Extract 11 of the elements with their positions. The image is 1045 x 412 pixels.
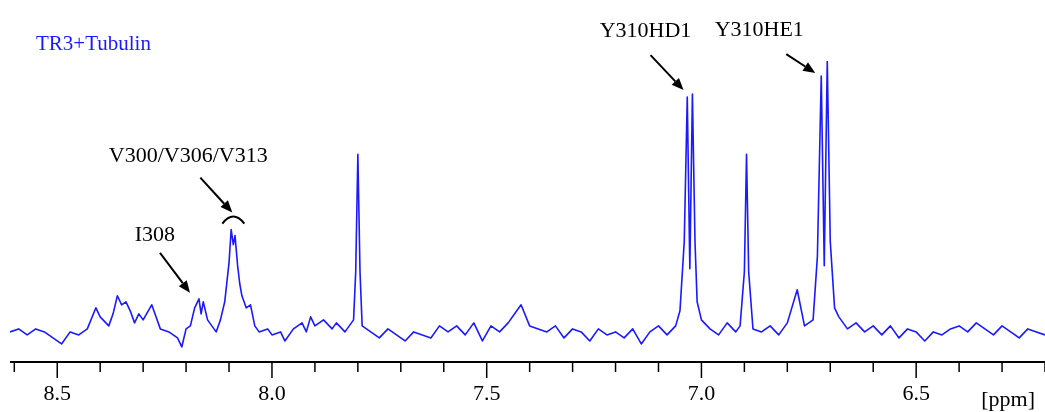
x-axis-title: [ppm] [981, 386, 1035, 411]
text: TR3+Tubulin [36, 31, 152, 55]
x-tick-label: 6.5 [902, 380, 930, 405]
annotation: Y310HE1 [714, 16, 804, 42]
annotation: Y310HD1 [599, 17, 692, 43]
x-tick-label: 7.0 [687, 380, 716, 405]
x-tick-label: 8.0 [258, 380, 286, 405]
annotation: V300/V306/V313 [108, 141, 268, 167]
x-tick-label: 7.5 [472, 380, 501, 405]
annotation: I308 [134, 220, 176, 246]
x-tick-label: 8.5 [43, 380, 71, 405]
